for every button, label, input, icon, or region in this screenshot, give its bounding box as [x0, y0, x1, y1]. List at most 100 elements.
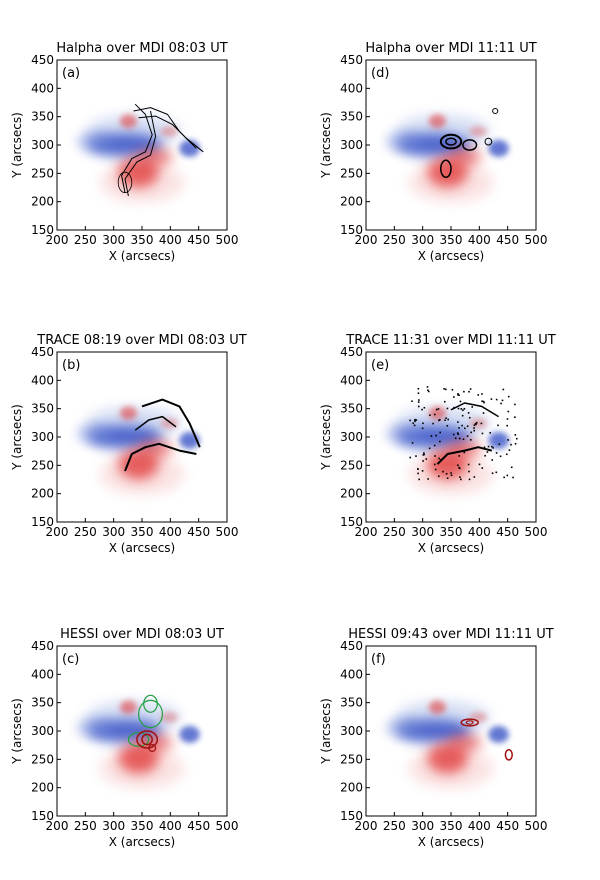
trace-speckle [439, 440, 441, 443]
x-axis-label: X (arcsecs) [418, 835, 485, 849]
negative-polarity-spot [488, 139, 509, 157]
positive-polarity-ridge [447, 148, 482, 166]
y-axis-label: Y (arcsecs) [319, 112, 333, 179]
y-tick-label: 250 [31, 166, 54, 180]
hessi-high-energy-contour [141, 733, 153, 746]
panel-e: TRACE 11:31 over MDI 11:11 UT (e) 200 250 30… [319, 333, 556, 555]
positive-polarity-ne [469, 418, 487, 429]
trace-speckle [481, 467, 484, 469]
x-tick-label: 200 [355, 525, 378, 539]
trace-speckle [506, 418, 509, 420]
trace-speckle [503, 476, 505, 479]
positive-polarity-ridge [447, 440, 482, 458]
y-tick-label: 400 [340, 373, 363, 387]
trace-speckle [433, 463, 436, 466]
magnetogram-image [366, 352, 536, 522]
x-tick-label: 400 [468, 233, 491, 247]
y-tick-label: 250 [340, 166, 363, 180]
x-tick-label: 200 [46, 233, 69, 247]
panel-d: Halpha over MDI 11:11 UT (d) 200 250 300 350 4… [319, 41, 547, 263]
y-tick-label: 300 [340, 138, 363, 152]
trace-speckle [435, 434, 437, 437]
trace-speckle [422, 460, 424, 462]
trace-speckle [507, 439, 509, 441]
y-tick-label: 150 [340, 223, 363, 237]
trace-speckle [433, 413, 436, 416]
x-tick-label: 450 [496, 233, 519, 247]
trace-speckle [445, 417, 447, 419]
hessi-high-energy-contour [460, 718, 479, 727]
trace-speckle [428, 447, 431, 450]
x-tick-label: 200 [46, 525, 69, 539]
x-tick-label: 200 [355, 819, 378, 833]
halpha-ribbon-contour [124, 110, 157, 197]
trace-speckle [491, 459, 494, 461]
trace-speckle [458, 394, 460, 397]
trace-speckle [421, 427, 424, 430]
trace-speckle [453, 406, 455, 409]
trace-speckle [514, 416, 516, 418]
trace-speckle [418, 478, 420, 481]
y-tick-label: 250 [340, 752, 363, 766]
y-tick-label: 400 [340, 81, 363, 95]
x-tick-label: 400 [159, 233, 182, 247]
hessi-high-energy-contour [148, 743, 157, 752]
trace-speckle [417, 387, 420, 390]
panel-title: TRACE 08:19 over MDI 08:03 UT [36, 333, 247, 348]
trace-speckle [417, 472, 419, 475]
trace-speckle [453, 396, 455, 398]
trace-speckle [514, 442, 517, 445]
y-tick-label: 350 [31, 110, 54, 124]
y-axis-label: Y (arcsecs) [319, 698, 333, 765]
x-tick-label: 450 [187, 819, 210, 833]
trace-speckle [492, 447, 494, 449]
negative-polarity-west [77, 719, 112, 737]
negative-polarity-spot [488, 431, 509, 449]
x-axis-label: X (arcsecs) [418, 249, 485, 263]
halpha-kernel-contour [117, 171, 133, 193]
x-tick-label: 400 [159, 819, 182, 833]
trace-speckle [507, 395, 510, 398]
trace-speckle [482, 412, 485, 414]
y-tick-label: 450 [340, 53, 363, 67]
trace-speckle [434, 455, 436, 457]
trace-speckle [460, 478, 462, 481]
x-tick-label: 450 [496, 525, 519, 539]
trace-speckle [468, 478, 471, 481]
trace-speckle [480, 422, 483, 425]
positive-polarity-north [119, 114, 137, 128]
trace-speckle [457, 421, 459, 423]
x-tick-label: 300 [411, 233, 434, 247]
trace-speckle [468, 416, 471, 419]
magnetogram-image [366, 60, 536, 230]
trace-speckle [438, 419, 440, 422]
trace-speckle [452, 433, 455, 436]
y-tick-label: 350 [340, 110, 363, 124]
trace-speckle [495, 398, 498, 401]
panel-title: Halpha over MDI 11:11 UT [365, 41, 536, 56]
negative-polarity-west [77, 425, 112, 443]
trace-speckle [515, 437, 518, 440]
trace-speckle [421, 408, 423, 411]
trace-speckle [454, 437, 457, 440]
magnetogram-image [366, 646, 536, 816]
trace-speckle [460, 408, 463, 410]
y-tick-label: 250 [31, 458, 54, 472]
trace-ribbon-contour [450, 402, 499, 418]
trace-speckle [470, 431, 473, 434]
trace-speckle [461, 424, 463, 427]
trace-speckle [462, 438, 465, 441]
trace-speckle [415, 419, 418, 421]
x-tick-label: 200 [46, 819, 69, 833]
trace-speckle [495, 471, 498, 474]
x-tick-label: 250 [74, 233, 97, 247]
halpha-ribbon-contour [138, 115, 204, 153]
negative-polarity-spot [179, 725, 200, 743]
trace-speckle [510, 443, 512, 446]
halpha-kernel-contour [445, 137, 457, 146]
y-tick-label: 150 [31, 515, 54, 529]
y-tick-label: 400 [340, 667, 363, 681]
x-tick-label: 350 [131, 233, 154, 247]
negative-polarity-west [386, 133, 421, 151]
halpha-ribbon-contour [121, 103, 153, 193]
